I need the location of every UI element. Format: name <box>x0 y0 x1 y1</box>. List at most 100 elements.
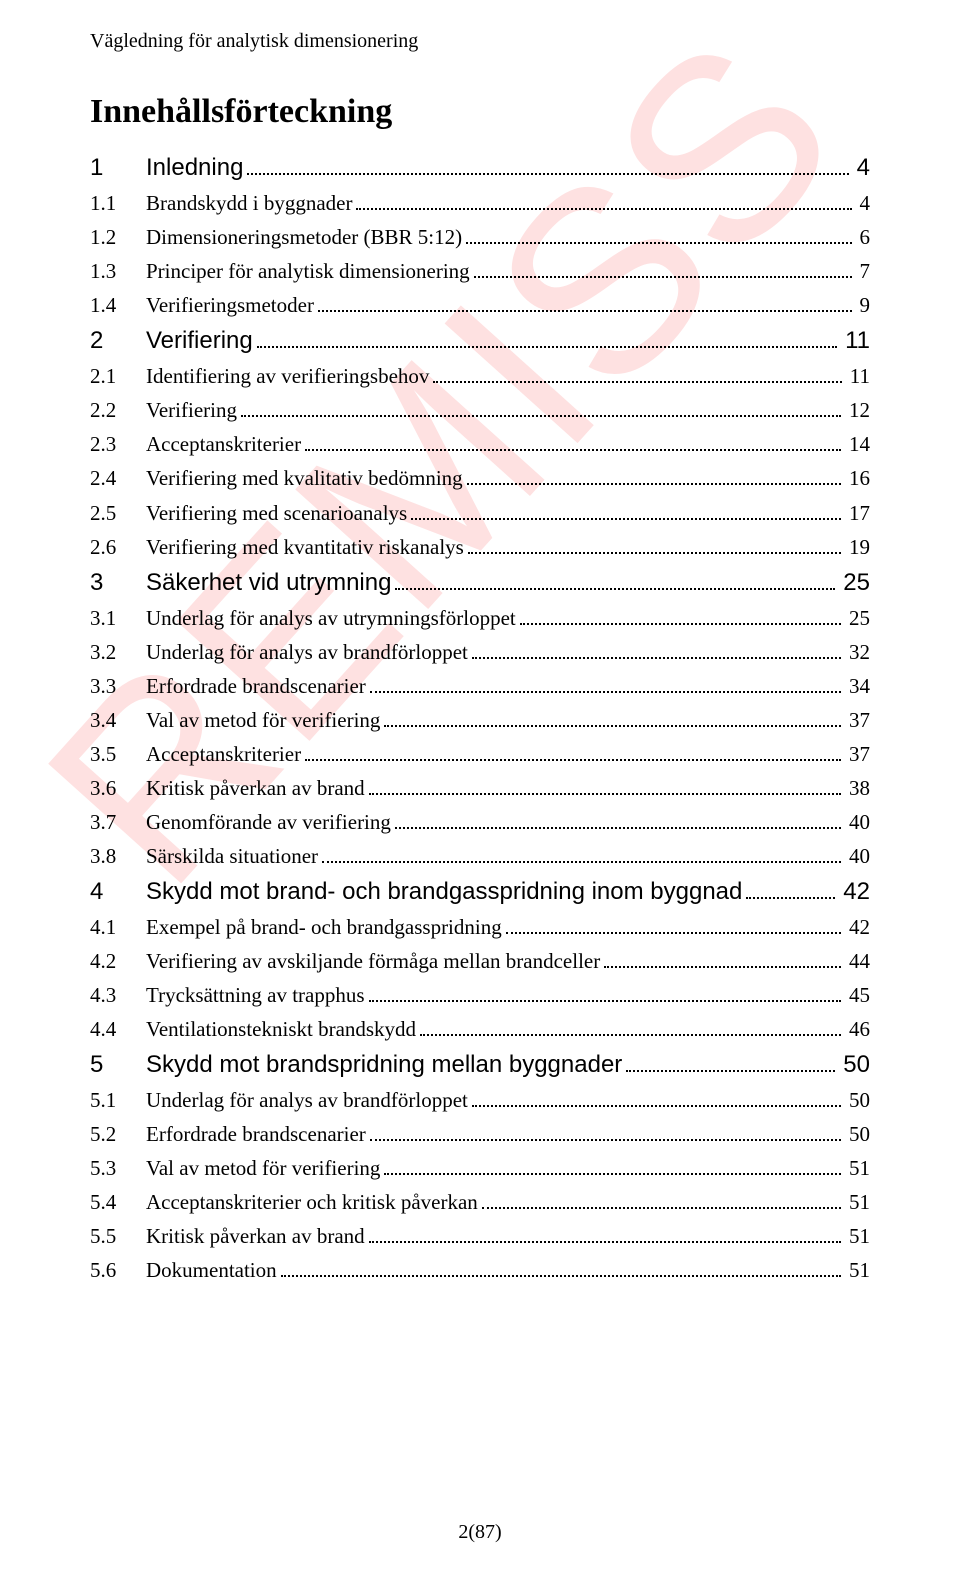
toc-entry-title: Underlag för analys av brandförloppet <box>146 1083 468 1117</box>
toc-section-row[interactable]: 3.1Underlag för analys av utrymningsförl… <box>90 601 870 635</box>
toc-entry-page: 45 <box>845 978 870 1012</box>
toc-leader-dots <box>305 435 841 452</box>
toc-leader-dots <box>626 1053 835 1072</box>
toc-entry-page: 11 <box>841 322 870 359</box>
toc-chapter-row[interactable]: 1Inledning4 <box>90 149 870 186</box>
toc-entry-title: Skydd mot brand- och brandgasspridning i… <box>146 873 742 910</box>
toc-entry-number: 3.1 <box>90 601 146 635</box>
toc-entry-number: 3 <box>90 564 146 601</box>
toc-section-row[interactable]: 1.3Principer för analytisk dimensionerin… <box>90 254 870 288</box>
toc-entry-number: 1 <box>90 149 146 186</box>
toc-entry-number: 3.4 <box>90 703 146 737</box>
toc-entry-number: 2.6 <box>90 530 146 564</box>
toc-entry-number: 5.1 <box>90 1083 146 1117</box>
toc-leader-dots <box>482 1193 841 1210</box>
toc-entry-page: 42 <box>839 873 870 910</box>
toc-leader-dots <box>472 1091 841 1108</box>
toc-section-row[interactable]: 4.2Verifiering av avskiljande förmåga me… <box>90 944 870 978</box>
toc-leader-dots <box>318 296 852 313</box>
toc-entry-number: 2.3 <box>90 427 146 461</box>
toc-section-row[interactable]: 5.5Kritisk påverkan av brand51 <box>90 1219 870 1253</box>
toc-section-row[interactable]: 2.2Verifiering12 <box>90 393 870 427</box>
toc-entry-page: 34 <box>845 669 870 703</box>
toc-section-row[interactable]: 2.1Identifiering av verifieringsbehov11 <box>90 359 870 393</box>
toc-entry-title: Verifiering med kvantitativ riskanalys <box>146 530 464 564</box>
toc-section-row[interactable]: 3.6Kritisk påverkan av brand 38 <box>90 771 870 805</box>
toc-chapter-row[interactable]: 2Verifiering11 <box>90 322 870 359</box>
toc-leader-dots <box>369 1227 841 1244</box>
toc-section-row[interactable]: 3.2Underlag för analys av brandförloppet… <box>90 635 870 669</box>
toc-entry-number: 1.1 <box>90 186 146 220</box>
toc-section-row[interactable]: 1.4Verifieringsmetoder9 <box>90 288 870 322</box>
toc-entry-number: 5 <box>90 1046 146 1083</box>
toc-entry-title: Kritisk påverkan av brand <box>146 771 365 805</box>
toc-chapter-row[interactable]: 4Skydd mot brand- och brandgasspridning … <box>90 873 870 910</box>
toc-section-row[interactable]: 4.4Ventilationstekniskt brandskydd46 <box>90 1012 870 1046</box>
toc-leader-dots <box>384 710 841 727</box>
toc-section-row[interactable]: 1.2Dimensioneringsmetoder (BBR 5:12)6 <box>90 220 870 254</box>
toc-section-row[interactable]: 3.8Särskilda situationer40 <box>90 839 870 873</box>
toc-entry-number: 5.4 <box>90 1185 146 1219</box>
toc-section-row[interactable]: 3.4Val av metod för verifiering 37 <box>90 703 870 737</box>
toc-section-row[interactable]: 5.2Erfordrade brandscenarier 50 <box>90 1117 870 1151</box>
toc-entry-title: Underlag för analys av utrymningsförlopp… <box>146 601 516 635</box>
toc-section-row[interactable]: 4.3Trycksättning av trapphus45 <box>90 978 870 1012</box>
toc-section-row[interactable]: 5.1Underlag för analys av brandförloppet… <box>90 1083 870 1117</box>
toc-entry-page: 42 <box>845 910 870 944</box>
toc-section-row[interactable]: 2.4Verifiering med kvalitativ bedömning 1… <box>90 461 870 495</box>
toc-entry-page: 51 <box>845 1219 870 1253</box>
toc-section-row[interactable]: 2.6Verifiering med kvantitativ riskanaly… <box>90 530 870 564</box>
toc-section-row[interactable]: 3.5Acceptanskriterier37 <box>90 737 870 771</box>
toc-leader-dots <box>420 1019 841 1036</box>
toc-section-row[interactable]: 2.3Acceptanskriterier14 <box>90 427 870 461</box>
toc-entry-page: 9 <box>856 288 871 322</box>
toc-entry-number: 1.2 <box>90 220 146 254</box>
toc-leader-dots <box>520 608 841 625</box>
toc-section-row[interactable]: 1.1Brandskydd i byggnader4 <box>90 186 870 220</box>
toc-entry-title: Inledning <box>146 149 243 186</box>
toc-entry-number: 3.6 <box>90 771 146 805</box>
toc-entry-number: 4.1 <box>90 910 146 944</box>
toc-section-row[interactable]: 2.5Verifiering med scenarioanalys17 <box>90 496 870 530</box>
toc-entry-number: 4.4 <box>90 1012 146 1046</box>
toc-entry-number: 2.5 <box>90 496 146 530</box>
toc-entry-title: Genomförande av verifiering <box>146 805 391 839</box>
toc-entry-page: 38 <box>845 771 870 805</box>
toc-entry-page: 4 <box>856 186 871 220</box>
toc-leader-dots <box>506 917 841 934</box>
toc-entry-title: Erfordrade brandscenarier <box>146 1117 366 1151</box>
toc-section-row[interactable]: 3.3Erfordrade brandscenarier34 <box>90 669 870 703</box>
toc-section-row[interactable]: 3.7Genomförande av verifiering 40 <box>90 805 870 839</box>
toc-entry-number: 5.2 <box>90 1117 146 1151</box>
toc-section-row[interactable]: 4.1Exempel på brand- och brandgasspridni… <box>90 910 870 944</box>
toc-entry-title: Ventilationstekniskt brandskydd <box>146 1012 416 1046</box>
toc-entry-number: 1.4 <box>90 288 146 322</box>
toc-entry-page: 40 <box>845 839 870 873</box>
toc-leader-dots <box>466 228 851 245</box>
toc-entry-page: 40 <box>845 805 870 839</box>
toc-entry-number: 4.2 <box>90 944 146 978</box>
toc-entry-page: 37 <box>845 703 870 737</box>
toc-leader-dots <box>370 1125 841 1142</box>
toc-leader-dots <box>370 676 841 693</box>
toc-entry-page: 16 <box>845 461 870 495</box>
toc-entry-number: 3.7 <box>90 805 146 839</box>
toc-entry-title: Verifiering med kvalitativ bedömning <box>146 461 463 495</box>
toc-chapter-row[interactable]: 5Skydd mot brandspridning mellan byggnad… <box>90 1046 870 1083</box>
toc-entry-number: 3.5 <box>90 737 146 771</box>
toc-entry-number: 2.4 <box>90 461 146 495</box>
toc-section-row[interactable]: 5.3Val av metod för verifiering51 <box>90 1151 870 1185</box>
toc-entry-number: 5.5 <box>90 1219 146 1253</box>
toc-chapter-row[interactable]: 3Säkerhet vid utrymning25 <box>90 564 870 601</box>
toc-entry-number: 4 <box>90 873 146 910</box>
page-content: Vägledning för analytisk dimensionering … <box>90 30 870 1287</box>
toc-section-row[interactable]: 5.4Acceptanskriterier och kritisk påverk… <box>90 1185 870 1219</box>
toc-entry-number: 2.1 <box>90 359 146 393</box>
toc-section-row[interactable]: 5.6Dokumentation51 <box>90 1253 870 1287</box>
toc-entry-title: Val av metod för verifiering <box>146 703 380 737</box>
toc-entry-title: Acceptanskriterier och kritisk påverkan <box>146 1185 478 1219</box>
toc-entry-page: 50 <box>845 1117 870 1151</box>
toc-leader-dots <box>468 537 841 554</box>
toc-leader-dots <box>305 744 841 761</box>
toc-leader-dots <box>395 571 835 590</box>
